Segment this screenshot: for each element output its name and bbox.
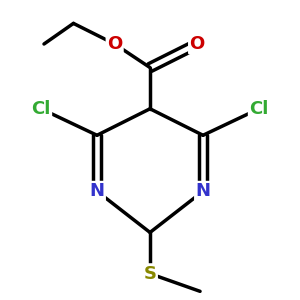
Text: O: O <box>107 35 122 53</box>
Text: N: N <box>89 182 104 200</box>
Text: Cl: Cl <box>249 100 268 118</box>
Text: S: S <box>143 265 157 283</box>
Text: N: N <box>196 182 211 200</box>
Text: Cl: Cl <box>32 100 51 118</box>
Text: O: O <box>190 35 205 53</box>
